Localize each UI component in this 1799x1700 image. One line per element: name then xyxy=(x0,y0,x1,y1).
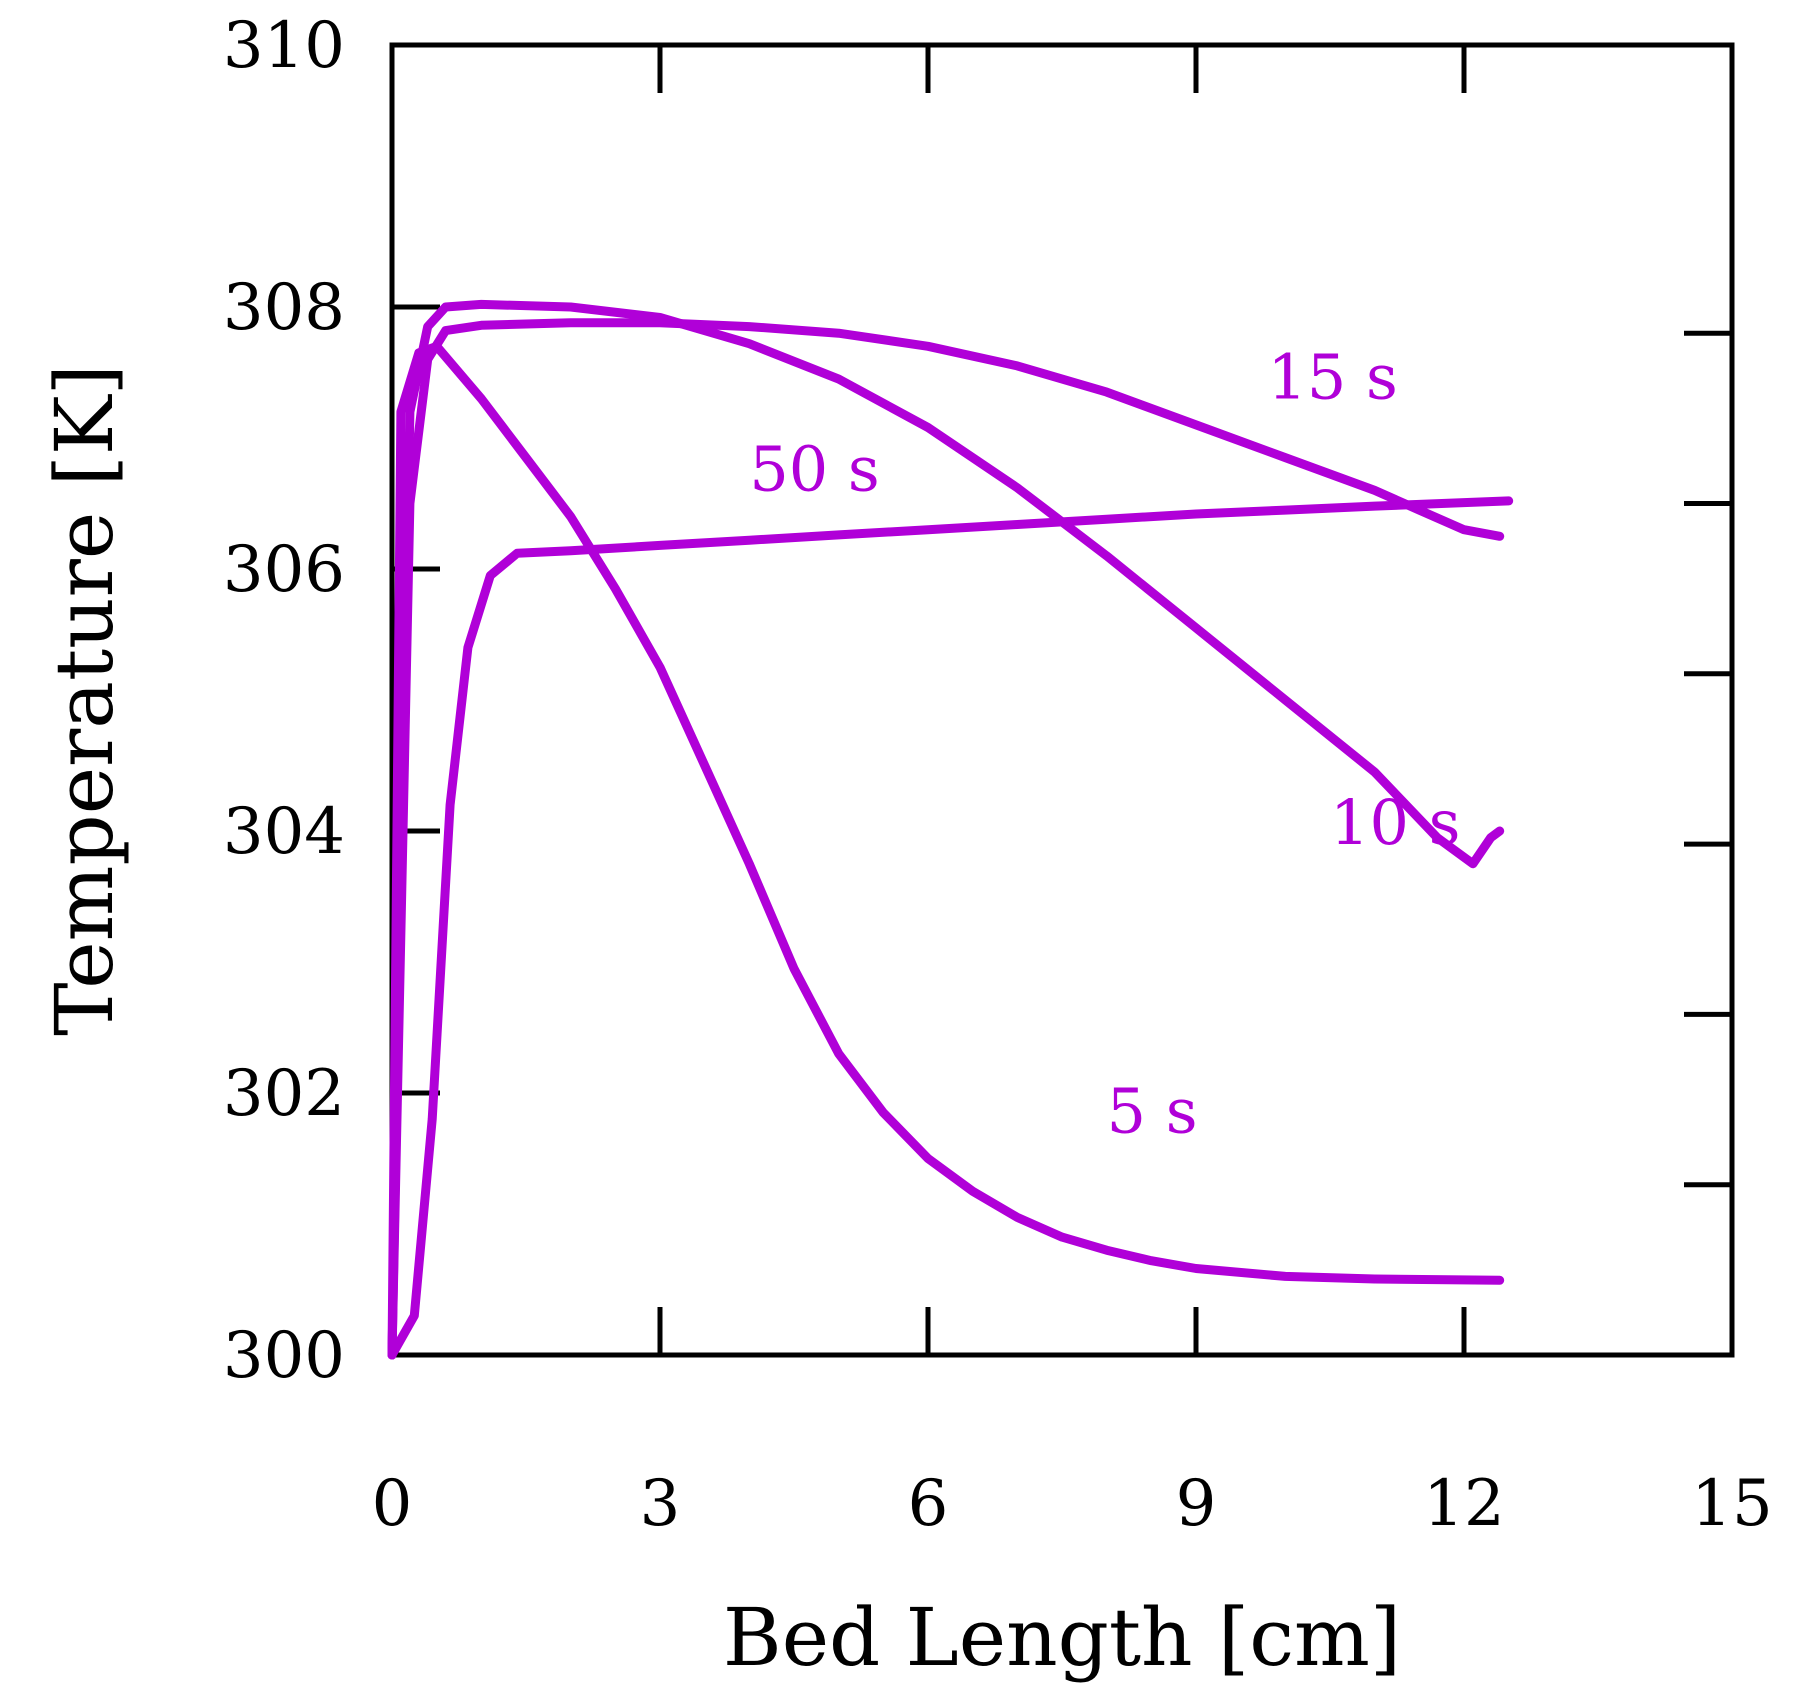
series-label: 50 s xyxy=(749,432,879,505)
series-line-15s xyxy=(387,318,1505,1360)
y-tick-label: 308 xyxy=(223,271,345,345)
series-label: 15 s xyxy=(1267,341,1397,414)
series-label: 5 s xyxy=(1107,1074,1198,1147)
x-axis-title: Bed Length [cm] xyxy=(723,1591,1401,1684)
x-tick-label: 9 xyxy=(1176,1467,1217,1541)
x-tick-label: 15 xyxy=(1691,1467,1772,1541)
y-tick-label: 300 xyxy=(223,1319,345,1393)
y-tick-label: 306 xyxy=(223,533,345,607)
y-tick-label: 302 xyxy=(223,1057,345,1131)
series-annotations: 5 s 10 s 15 s 50 s xyxy=(749,341,1460,1148)
series-line-50s xyxy=(387,496,1514,1360)
x-tick-label: 0 xyxy=(372,1467,413,1541)
x-tick-label: 6 xyxy=(908,1467,949,1541)
series-line-10s xyxy=(387,299,1505,1360)
x-axis-ticks: 0 3 6 9 12 15 xyxy=(372,45,1773,1541)
series-lines xyxy=(387,299,1514,1360)
x-tick-label: 12 xyxy=(1423,1467,1504,1541)
y-tick-label: 304 xyxy=(223,795,345,869)
series-line-5s xyxy=(387,341,1505,1360)
y-tick-label: 310 xyxy=(223,9,345,83)
series-label: 10 s xyxy=(1330,786,1460,859)
y-axis-title: Temperature [K] xyxy=(38,364,131,1036)
x-tick-label: 3 xyxy=(640,1467,681,1541)
plot-frame xyxy=(389,42,1735,1358)
y-axis-ticks: 300 302 304 306 308 310 xyxy=(223,9,1732,1393)
